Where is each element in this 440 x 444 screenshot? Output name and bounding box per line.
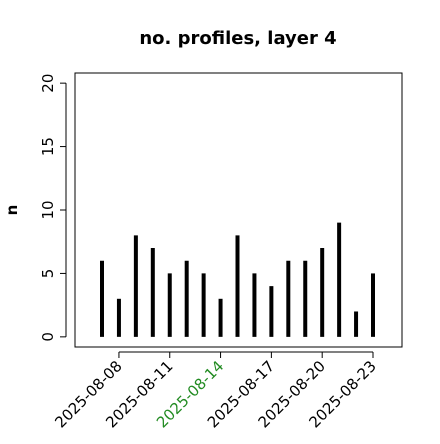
chart-title: no. profiles, layer 4 [139, 28, 336, 49]
y-axis-label: n [3, 205, 21, 216]
y-tick-label: 0 [39, 332, 57, 342]
plot-frame [74, 72, 403, 348]
y-tick-label: 10 [39, 200, 57, 219]
y-tick-label: 15 [39, 137, 57, 156]
y-tick-label: 5 [39, 269, 57, 279]
y-tick-label: 20 [39, 74, 57, 93]
